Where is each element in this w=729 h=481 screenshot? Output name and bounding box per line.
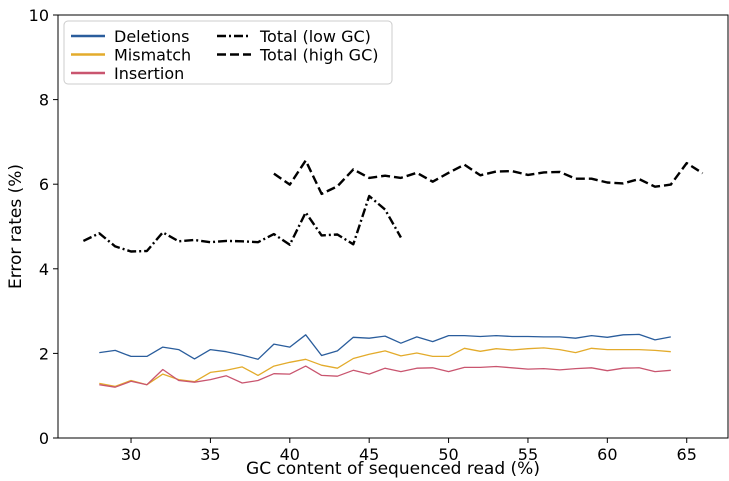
series-line-insertion [99, 365, 671, 388]
y-tick-label: 8 [39, 91, 49, 110]
y-tick-label: 6 [39, 175, 49, 194]
series-line-total-high-gc [273, 159, 704, 196]
x-axis-label: GC content of sequenced read (%) [246, 459, 540, 479]
x-tick-label: 45 [359, 445, 379, 464]
plot-lines [82, 159, 704, 388]
series-line-deletions [99, 333, 671, 360]
y-tick-label: 2 [39, 344, 49, 363]
y-axis-label: Error rates (%) [6, 164, 26, 289]
series-line-total-low-gc [82, 194, 402, 253]
x-tick-label: 35 [200, 445, 220, 464]
plot-frame [57, 14, 729, 439]
x-tick-label: 50 [438, 445, 458, 464]
x-axis: 30 35 40 45 50 55 60 65 [121, 438, 697, 464]
legend-label: Deletions [114, 27, 189, 46]
y-tick-label: 4 [39, 260, 49, 279]
legend-label: Insertion [114, 64, 184, 83]
x-tick-label: 55 [518, 445, 538, 464]
legend-label: Mismatch [114, 46, 191, 65]
legend-label: Total (high GC) [259, 46, 378, 65]
x-tick-label: 65 [677, 445, 697, 464]
y-tick-label: 10 [29, 6, 49, 25]
x-tick-label: 30 [121, 445, 141, 464]
legend-label: Total (low GC) [259, 27, 371, 46]
y-tick-label: 0 [39, 429, 49, 448]
x-tick-label: 60 [597, 445, 617, 464]
x-tick-label: 40 [280, 445, 300, 464]
legend-box [63, 20, 393, 85]
y-axis: 0 2 4 6 8 10 [29, 6, 58, 448]
